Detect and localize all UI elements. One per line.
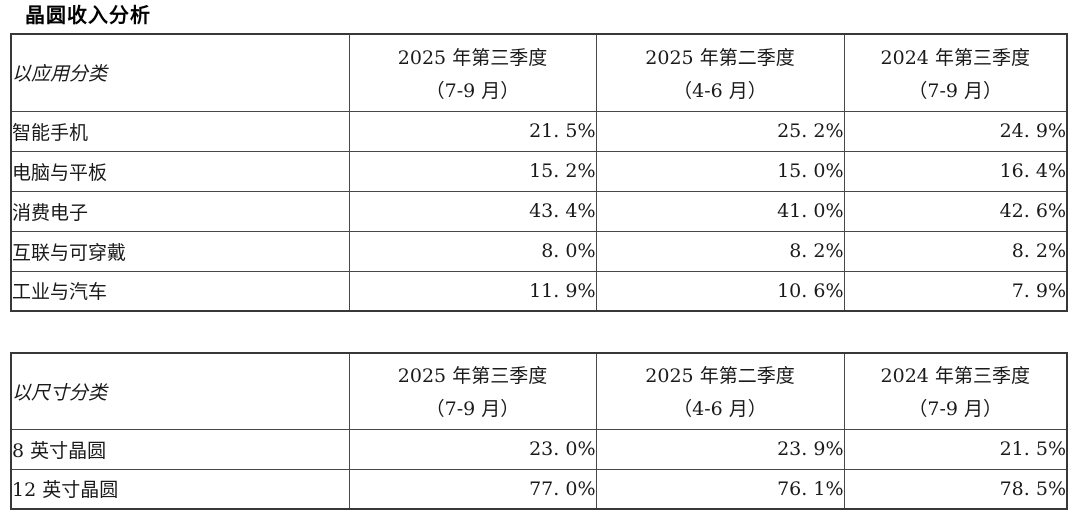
row-label: 消费电子 bbox=[10, 190, 350, 232]
cell-value: 25. 2% bbox=[595, 110, 845, 152]
application-category-header: 以应用分类 bbox=[10, 33, 350, 112]
cell-value: 41. 0% bbox=[595, 190, 845, 232]
row-label: 12 英寸晶圆 bbox=[10, 468, 350, 510]
col-header-2024-q3: 2024 年第三季度 （7-9 月） bbox=[843, 33, 1068, 112]
period-label: 2025 年第二季度 bbox=[645, 365, 795, 388]
col-header-2025-q2: 2025 年第二季度 （4-6 月） bbox=[595, 352, 845, 430]
months-label: （7-9 月） bbox=[908, 398, 1003, 421]
table-row-consumer-electronics: 消费电子 43. 4% 41. 0% 42. 6% bbox=[10, 190, 1068, 232]
period-label: 2024 年第三季度 bbox=[880, 365, 1030, 388]
cell-value: 77. 0% bbox=[348, 468, 597, 510]
cell-value: 15. 2% bbox=[348, 150, 597, 192]
period-label: 2025 年第三季度 bbox=[397, 46, 548, 69]
months-label: （7-9 月） bbox=[425, 79, 520, 102]
cell-value: 15. 0% bbox=[595, 150, 845, 192]
cell-value: 21. 5% bbox=[348, 110, 597, 152]
period-label: 2024 年第三季度 bbox=[880, 46, 1030, 69]
table-row-8inch: 8 英寸晶圆 23. 0% 23. 9% 21. 5% bbox=[10, 428, 1068, 470]
table-row-12inch: 12 英寸晶圆 77. 0% 76. 1% 78. 5% bbox=[10, 468, 1068, 510]
table-row-pc-tablet: 电脑与平板 15. 2% 15. 0% 16. 4% bbox=[10, 150, 1068, 192]
cell-value: 21. 5% bbox=[843, 428, 1068, 470]
col-header-2025-q3: 2025 年第三季度 （7-9 月） bbox=[348, 352, 597, 430]
cell-value: 43. 4% bbox=[348, 190, 597, 232]
cell-value: 7. 9% bbox=[843, 270, 1068, 312]
cell-value: 24. 9% bbox=[843, 110, 1068, 152]
period-label: 2025 年第三季度 bbox=[397, 365, 548, 388]
cell-value: 10. 6% bbox=[595, 270, 845, 312]
cell-value: 23. 9% bbox=[595, 428, 845, 470]
cell-value: 16. 4% bbox=[843, 150, 1068, 192]
cell-value: 8. 0% bbox=[348, 230, 597, 272]
application-table: 以应用分类 2025 年第三季度 （7-9 月） 2025 年第二季度 （4-6… bbox=[10, 33, 1068, 312]
cell-value: 23. 0% bbox=[348, 428, 597, 470]
row-label: 互联与可穿戴 bbox=[10, 230, 350, 272]
cell-value: 78. 5% bbox=[843, 468, 1068, 510]
months-label: （4-6 月） bbox=[673, 79, 767, 102]
cell-value: 76. 1% bbox=[595, 468, 845, 510]
application-table-header-row: 以应用分类 2025 年第三季度 （7-9 月） 2025 年第二季度 （4-6… bbox=[10, 33, 1068, 112]
row-label: 8 英寸晶圆 bbox=[10, 428, 350, 470]
page-title: 晶圆收入分析 bbox=[25, 3, 151, 27]
cell-value: 8. 2% bbox=[595, 230, 845, 272]
months-label: （7-9 月） bbox=[908, 79, 1003, 102]
cell-value: 42. 6% bbox=[843, 190, 1068, 232]
row-label: 智能手机 bbox=[10, 110, 350, 152]
col-header-2024-q3: 2024 年第三季度 （7-9 月） bbox=[843, 352, 1068, 430]
cell-value: 8. 2% bbox=[843, 230, 1068, 272]
table-row-smartphone: 智能手机 21. 5% 25. 2% 24. 9% bbox=[10, 110, 1068, 152]
size-table: 以尺寸分类 2025 年第三季度 （7-9 月） 2025 年第二季度 （4-6… bbox=[10, 352, 1068, 510]
months-label: （7-9 月） bbox=[425, 398, 520, 421]
row-label: 工业与汽车 bbox=[10, 270, 350, 312]
period-label: 2025 年第二季度 bbox=[645, 46, 795, 69]
months-label: （4-6 月） bbox=[673, 398, 767, 421]
cell-value: 11. 9% bbox=[348, 270, 597, 312]
size-table-header-row: 以尺寸分类 2025 年第三季度 （7-9 月） 2025 年第二季度 （4-6… bbox=[10, 352, 1068, 430]
size-category-header: 以尺寸分类 bbox=[10, 352, 350, 430]
table-row-connectivity-wearables: 互联与可穿戴 8. 0% 8. 2% 8. 2% bbox=[10, 230, 1068, 272]
row-label: 电脑与平板 bbox=[10, 150, 350, 192]
col-header-2025-q2: 2025 年第二季度 （4-6 月） bbox=[595, 33, 845, 112]
table-row-industrial-automotive: 工业与汽车 11. 9% 10. 6% 7. 9% bbox=[10, 270, 1068, 312]
col-header-2025-q3: 2025 年第三季度 （7-9 月） bbox=[348, 33, 597, 112]
